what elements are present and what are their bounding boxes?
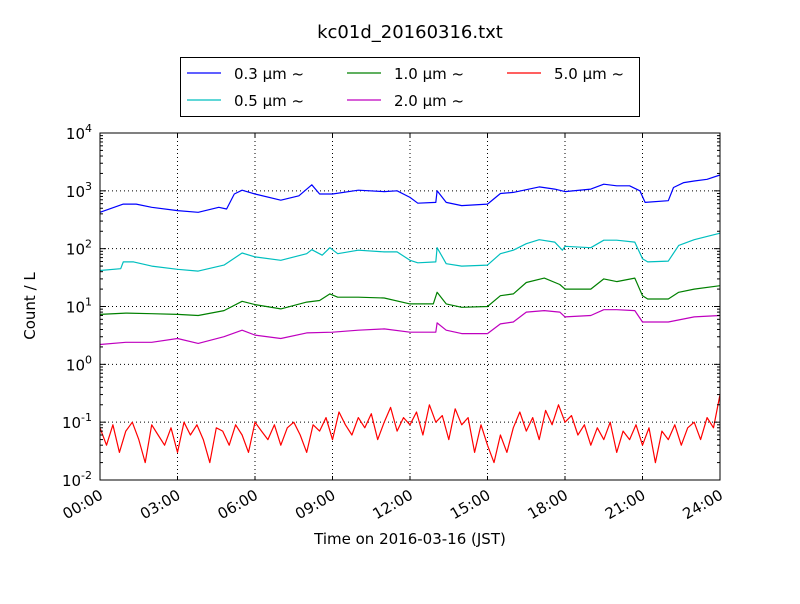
- x-tick-label: 21:00: [602, 486, 648, 523]
- y-tick-label: 103: [66, 180, 92, 201]
- y-tick-exponent: 0: [85, 353, 92, 366]
- x-tick-label: 00:00: [60, 486, 106, 523]
- x-tick-label: 09:00: [292, 486, 338, 523]
- y-tick-base: 10: [66, 183, 85, 201]
- x-tick-label: 18:00: [525, 486, 571, 523]
- y-tick-label: 101: [66, 296, 92, 317]
- series-line-1: [99, 232, 721, 272]
- y-tick-base: 10: [66, 356, 85, 374]
- y-tick-label: 104: [66, 122, 92, 143]
- legend-label: 0.3 μm ~: [234, 65, 304, 83]
- y-tick-base: 10: [66, 125, 85, 143]
- x-axis-label: Time on 2016-03-16 (JST): [313, 530, 506, 548]
- y-tick-exponent: -2: [81, 469, 92, 482]
- x-tick-label: 15:00: [447, 486, 493, 523]
- y-tick-label: 10-1: [62, 411, 92, 432]
- y-tick-exponent: -1: [81, 411, 92, 424]
- y-tick-label: 100: [66, 353, 92, 374]
- series-line-4: [99, 394, 721, 464]
- legend-label: 5.0 μm ~: [554, 65, 624, 83]
- series-line-2: [99, 277, 721, 317]
- y-axis-label: Count / L: [21, 272, 39, 340]
- series-line-3: [99, 309, 721, 346]
- y-tick-exponent: 1: [85, 296, 92, 309]
- x-tick-label: 06:00: [215, 486, 261, 523]
- y-tick-label: 10-2: [62, 469, 92, 490]
- y-tick-label: 102: [66, 238, 92, 259]
- y-tick-base: 10: [62, 414, 81, 432]
- y-tick-base: 10: [66, 241, 85, 259]
- x-tick-label: 24:00: [680, 486, 726, 523]
- grid: [100, 133, 720, 480]
- legend-label: 1.0 μm ~: [394, 65, 464, 83]
- y-tick-exponent: 2: [85, 238, 92, 251]
- x-tick-label: 03:00: [137, 486, 183, 523]
- y-tick-exponent: 4: [85, 122, 92, 135]
- legend-label: 2.0 μm ~: [394, 92, 464, 110]
- legend-label: 0.5 μm ~: [234, 92, 304, 110]
- legend: 0.3 μm ~ 0.5 μm ~ 1.0 μm ~ 2.0 μm ~ 5.0 μm ~: [180, 57, 640, 117]
- y-tick-base: 10: [62, 472, 81, 490]
- x-tick-label: 12:00: [370, 486, 416, 523]
- y-tick-exponent: 3: [85, 180, 92, 193]
- series-lines: [99, 174, 721, 464]
- chart-title: kc01d_20160316.txt: [317, 22, 503, 43]
- series-line-0: [99, 174, 721, 213]
- y-tick-base: 10: [66, 299, 85, 317]
